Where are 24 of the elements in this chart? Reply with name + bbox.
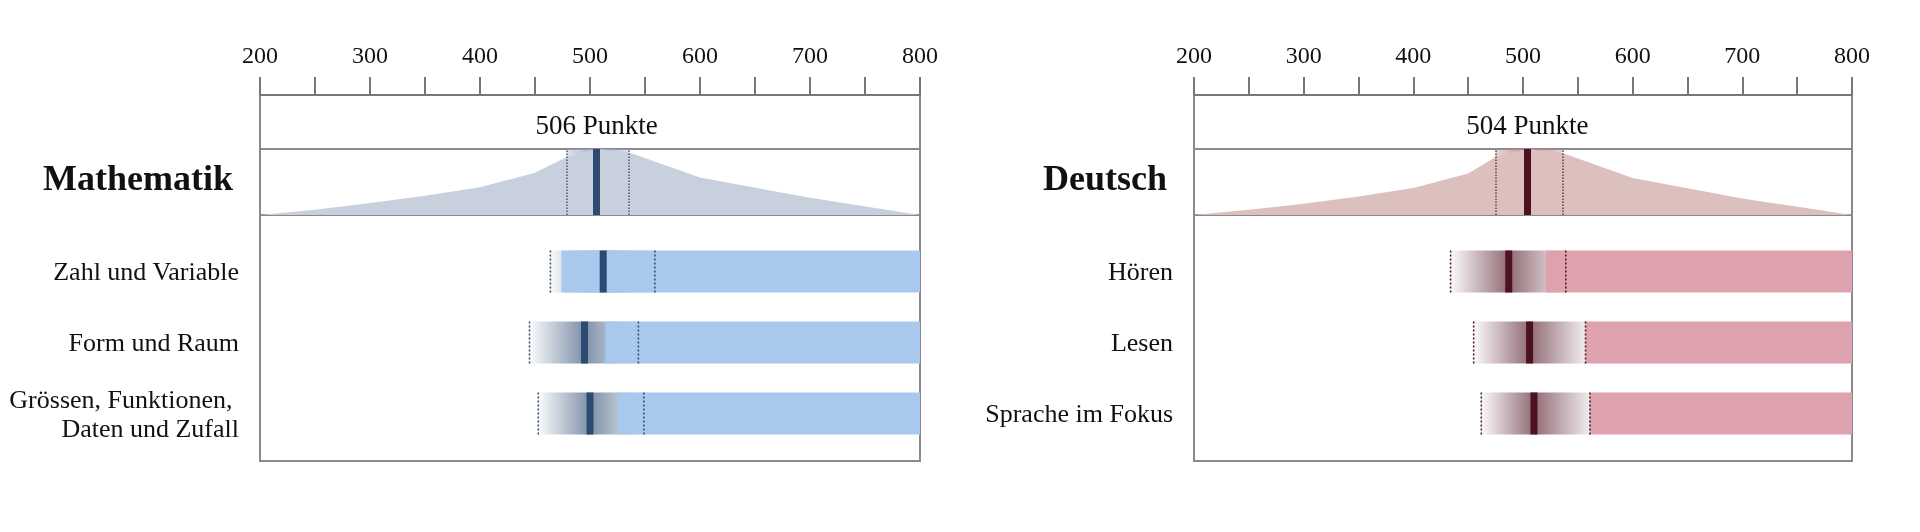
x-tick-label: 200	[1176, 42, 1212, 68]
ref-line-label: 504 Punkte	[1466, 109, 1589, 140]
x-tick-label: 500	[1505, 42, 1541, 68]
chart-title: Mathematik	[43, 158, 233, 198]
ref-line-label: 506 Punkte	[535, 109, 658, 140]
y-tick-label: Grössen, Funktionen, Daten und Zufall	[9, 384, 239, 443]
x-tick-label: 300	[352, 42, 388, 68]
y-tick-label: Lesen	[1110, 328, 1173, 357]
x-tick-label: 400	[1395, 42, 1432, 68]
x-tick-label: 600	[682, 42, 718, 68]
x-tick-label: 400	[462, 42, 498, 68]
x-tick-label: 800	[1834, 42, 1870, 68]
x-tick-label: 500	[572, 42, 608, 68]
x-tick-label: 700	[792, 42, 828, 68]
y-tick-label: Form und Raum	[68, 328, 239, 357]
y-tick-label: Hören	[1108, 257, 1173, 286]
x-tick-label: 600	[1614, 42, 1651, 68]
y-tick-label: Sprache im Fokus	[985, 399, 1173, 428]
x-tick-label: 700	[1724, 42, 1761, 68]
chart-title: Deutsch	[1043, 158, 1167, 198]
y-tick-label: Zahl und Variable	[53, 257, 239, 286]
x-tick-label: 300	[1285, 42, 1322, 68]
x-tick-label: 800	[902, 42, 938, 68]
x-tick-label: 200	[242, 42, 278, 68]
